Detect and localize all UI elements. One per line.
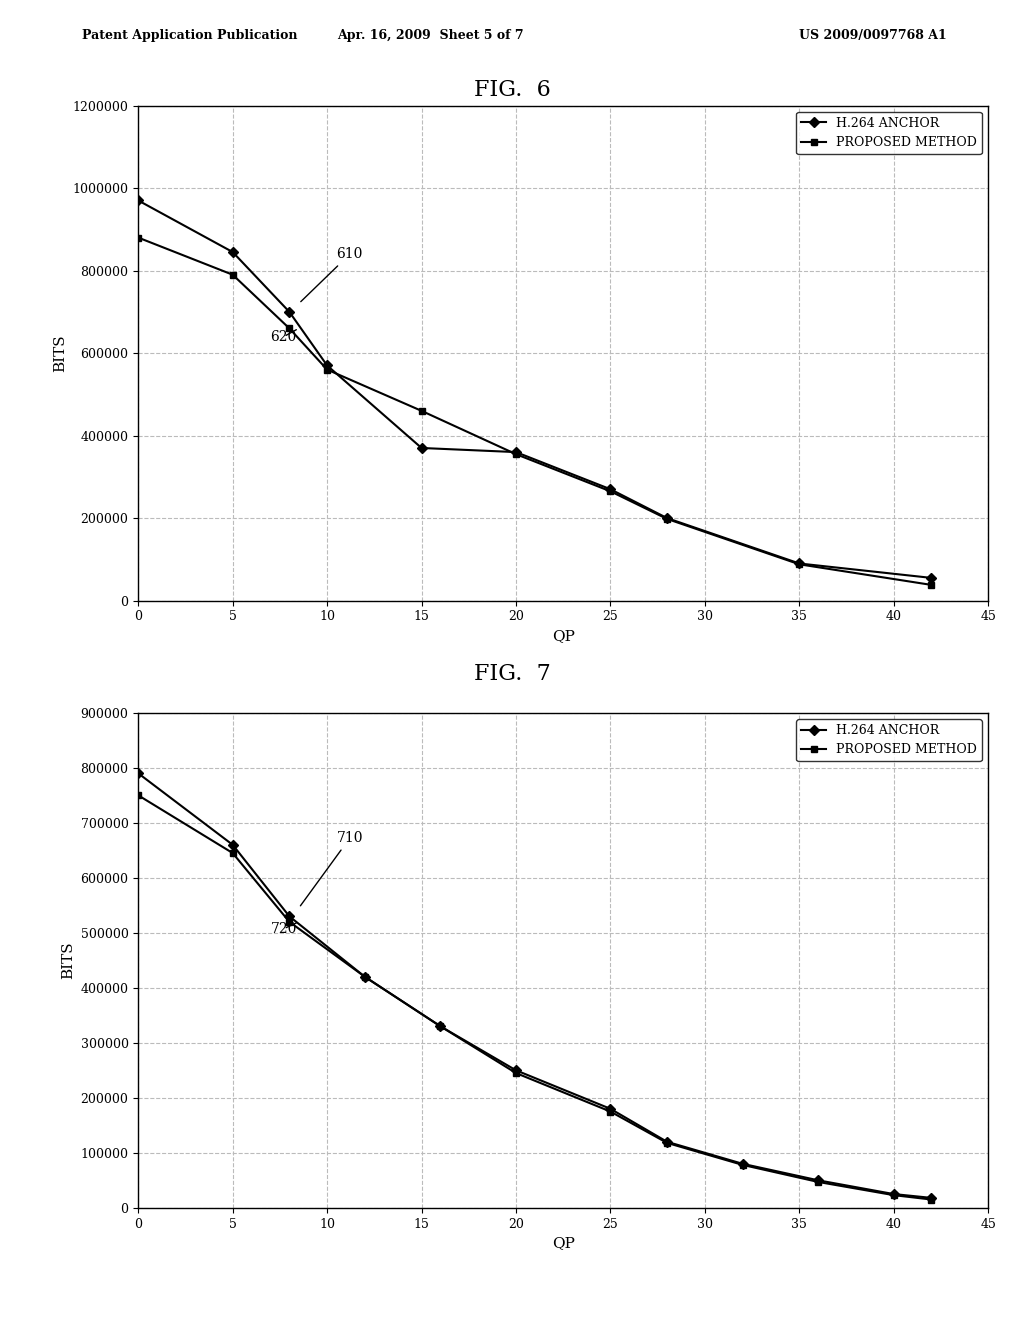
H.264 ANCHOR [226, 837, 239, 853]
H.264 ANCHOR [660, 510, 673, 525]
PROPOSED METHOD [736, 1156, 749, 1172]
H.264 ANCHOR [510, 1063, 522, 1078]
PROPOSED METHOD [926, 1192, 938, 1208]
Line: H.264 ANCHOR: H.264 ANCHOR [135, 197, 935, 581]
PROPOSED METHOD [794, 557, 806, 573]
PROPOSED METHOD [510, 1065, 522, 1081]
H.264 ANCHOR [794, 556, 806, 572]
H.264 ANCHOR [510, 444, 522, 459]
Y-axis label: BITS: BITS [53, 334, 67, 372]
H.264 ANCHOR [926, 570, 938, 586]
H.264 ANCHOR [812, 1172, 824, 1188]
PROPOSED METHOD [434, 1019, 446, 1035]
PROPOSED METHOD [604, 483, 616, 499]
Text: 610: 610 [301, 247, 362, 302]
Line: PROPOSED METHOD: PROPOSED METHOD [135, 234, 935, 589]
Text: Apr. 16, 2009  Sheet 5 of 7: Apr. 16, 2009 Sheet 5 of 7 [337, 29, 523, 42]
H.264 ANCHOR [284, 304, 296, 319]
PROPOSED METHOD [284, 913, 296, 929]
X-axis label: QP: QP [552, 1236, 574, 1250]
PROPOSED METHOD [660, 1135, 673, 1151]
PROPOSED METHOD [358, 969, 371, 985]
Line: H.264 ANCHOR: H.264 ANCHOR [135, 770, 935, 1201]
H.264 ANCHOR [321, 358, 333, 374]
PROPOSED METHOD [604, 1104, 616, 1119]
H.264 ANCHOR [132, 766, 144, 781]
Text: 620: 620 [270, 330, 297, 343]
PROPOSED METHOD [660, 511, 673, 527]
Text: FIG.  6: FIG. 6 [474, 79, 550, 102]
PROPOSED METHOD [812, 1173, 824, 1189]
H.264 ANCHOR [416, 440, 428, 455]
H.264 ANCHOR [604, 1101, 616, 1117]
Text: Patent Application Publication: Patent Application Publication [82, 29, 297, 42]
PROPOSED METHOD [321, 362, 333, 378]
Text: US 2009/0097768 A1: US 2009/0097768 A1 [799, 29, 946, 42]
PROPOSED METHOD [284, 321, 296, 337]
Text: FIG.  7: FIG. 7 [474, 663, 550, 685]
PROPOSED METHOD [926, 577, 938, 593]
H.264 ANCHOR [434, 1019, 446, 1035]
PROPOSED METHOD [132, 230, 144, 246]
H.264 ANCHOR [226, 244, 239, 260]
Text: 710: 710 [300, 832, 364, 906]
PROPOSED METHOD [132, 787, 144, 803]
Line: PROPOSED METHOD: PROPOSED METHOD [135, 792, 935, 1203]
Text: 720: 720 [270, 921, 297, 936]
H.264 ANCHOR [284, 908, 296, 924]
PROPOSED METHOD [226, 267, 239, 282]
PROPOSED METHOD [226, 845, 239, 861]
H.264 ANCHOR [926, 1191, 938, 1206]
H.264 ANCHOR [736, 1156, 749, 1172]
PROPOSED METHOD [510, 446, 522, 462]
Legend: H.264 ANCHOR, PROPOSED METHOD: H.264 ANCHOR, PROPOSED METHOD [796, 112, 982, 154]
H.264 ANCHOR [132, 193, 144, 209]
X-axis label: QP: QP [552, 628, 574, 643]
H.264 ANCHOR [660, 1134, 673, 1150]
H.264 ANCHOR [358, 969, 371, 985]
H.264 ANCHOR [888, 1187, 900, 1203]
Y-axis label: BITS: BITS [61, 941, 75, 979]
PROPOSED METHOD [416, 403, 428, 418]
Legend: H.264 ANCHOR, PROPOSED METHOD: H.264 ANCHOR, PROPOSED METHOD [796, 719, 982, 762]
PROPOSED METHOD [888, 1187, 900, 1203]
H.264 ANCHOR [604, 482, 616, 498]
